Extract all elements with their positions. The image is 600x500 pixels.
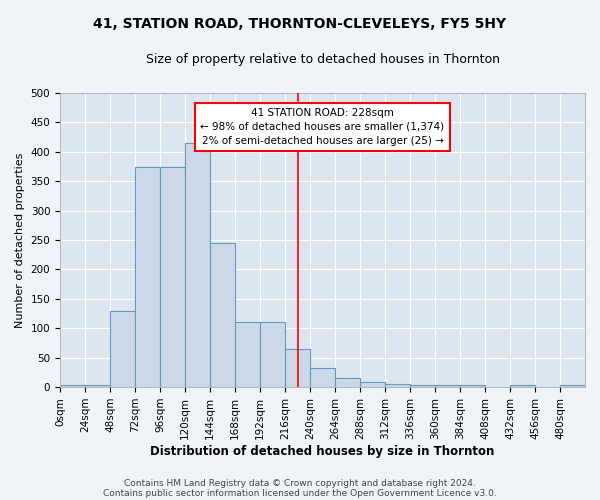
Bar [310,368,335,387]
Bar [135,166,160,387]
Bar [435,386,460,387]
Bar [460,386,485,387]
Bar [235,322,260,387]
Text: Contains public sector information licensed under the Open Government Licence v3: Contains public sector information licen… [103,488,497,498]
X-axis label: Distribution of detached houses by size in Thornton: Distribution of detached houses by size … [151,444,495,458]
Bar [485,386,510,387]
Bar [210,243,235,387]
Text: Contains HM Land Registry data © Crown copyright and database right 2024.: Contains HM Land Registry data © Crown c… [124,478,476,488]
Bar [560,386,585,387]
Bar [110,310,135,387]
Text: 41, STATION ROAD, THORNTON-CLEVELEYS, FY5 5HY: 41, STATION ROAD, THORNTON-CLEVELEYS, FY… [94,18,506,32]
Bar [410,386,435,387]
Bar [510,386,535,387]
Text: 41 STATION ROAD: 228sqm
← 98% of detached houses are smaller (1,374)
2% of semi-: 41 STATION ROAD: 228sqm ← 98% of detache… [200,108,445,146]
Bar [160,166,185,387]
Bar [360,382,385,387]
Bar [335,378,360,387]
Bar [85,386,110,387]
Bar [535,386,560,387]
Y-axis label: Number of detached properties: Number of detached properties [15,152,25,328]
Bar [60,386,85,387]
Bar [385,384,410,387]
Bar [285,349,310,387]
Title: Size of property relative to detached houses in Thornton: Size of property relative to detached ho… [146,52,500,66]
Bar [185,143,210,387]
Bar [260,322,285,387]
